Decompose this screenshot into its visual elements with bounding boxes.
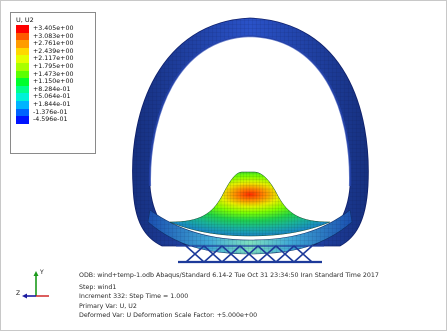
legend-swatch	[16, 70, 29, 79]
legend-swatch	[16, 85, 29, 94]
legend-row: -4.596e-01	[16, 116, 92, 124]
legend-swatch	[16, 100, 29, 109]
legend-swatch	[16, 108, 29, 117]
legend-swatch	[16, 55, 29, 63]
legend-value: +2.439e+00	[33, 47, 74, 55]
legend-swatch	[16, 40, 29, 48]
legend-value: +1.150e+00	[33, 78, 74, 86]
legend-value: +1.844e-01	[33, 100, 71, 108]
orientation-triad: Y Z	[16, 269, 49, 299]
triad-y-arrow	[33, 271, 39, 276]
legend-value: +8.284e-01	[33, 85, 71, 93]
legend-row: +1.795e+00	[16, 62, 92, 71]
legend-swatch	[16, 47, 29, 56]
legend-swatch	[16, 32, 29, 41]
legend-row: +5.064e-01	[16, 93, 92, 101]
legend-value: +3.083e+00	[33, 32, 74, 40]
legend-row: +1.473e+00	[16, 70, 92, 79]
legend-swatch	[16, 25, 29, 33]
pipe-shell-inner	[148, 34, 352, 187]
legend-value: +3.405e+00	[33, 25, 74, 32]
legend-row: +2.117e+00	[16, 55, 92, 63]
legend-row: +8.284e-01	[16, 85, 92, 94]
triad-z-arrow	[22, 293, 27, 299]
triad-y-label: Y	[39, 269, 44, 276]
legend-row: -1.376e-01	[16, 108, 92, 117]
legend-value: +5.064e-01	[33, 93, 71, 101]
legend-row: +1.150e+00	[16, 78, 92, 86]
legend-swatch	[16, 62, 29, 71]
increment-info-line: Increment 332: Step Time = 1.000	[79, 293, 189, 301]
bottom-lattice	[176, 244, 324, 264]
job-info-block: ODB: wind+temp-1.odb Abaqus/Standard 6.1…	[79, 271, 379, 320]
legend-row: +3.083e+00	[16, 32, 92, 41]
legend-value: -1.376e-01	[33, 108, 68, 116]
triad-z-label: Z	[16, 290, 20, 297]
step-info-line: Step: wind1	[79, 284, 117, 292]
odb-info-line: ODB: wind+temp-1.odb Abaqus/Standard 6.1…	[79, 272, 379, 279]
legend-swatch	[16, 78, 29, 86]
legend-value: -4.596e-01	[33, 116, 68, 124]
legend-row: +2.439e+00	[16, 47, 92, 56]
primary-var-line: Primary Var: U, U2	[79, 302, 137, 310]
legend-swatch	[16, 116, 29, 124]
legend-rows: +3.405e+00 +3.083e+00 +2.761e+00 +2.439e+00…	[16, 25, 92, 124]
deformed-pipe-model	[132, 17, 369, 264]
legend-value: +2.761e+00	[33, 40, 74, 48]
legend-row: +1.844e-01	[16, 100, 92, 109]
legend-value: +2.117e+00	[33, 55, 74, 63]
legend-swatch	[16, 93, 29, 101]
deformed-var-line: Deformed Var: U Deformation Scale Factor…	[79, 311, 258, 319]
legend-value: +1.473e+00	[33, 70, 74, 78]
contour-legend: U, U2 +3.405e+00 +3.083e+00 +2.761e+00 +2.4…	[10, 12, 96, 154]
legend-value: +1.795e+00	[33, 62, 74, 70]
legend-title: U, U2	[16, 16, 34, 24]
legend-row: +2.761e+00	[16, 40, 92, 48]
legend-row: +3.405e+00	[16, 25, 92, 33]
